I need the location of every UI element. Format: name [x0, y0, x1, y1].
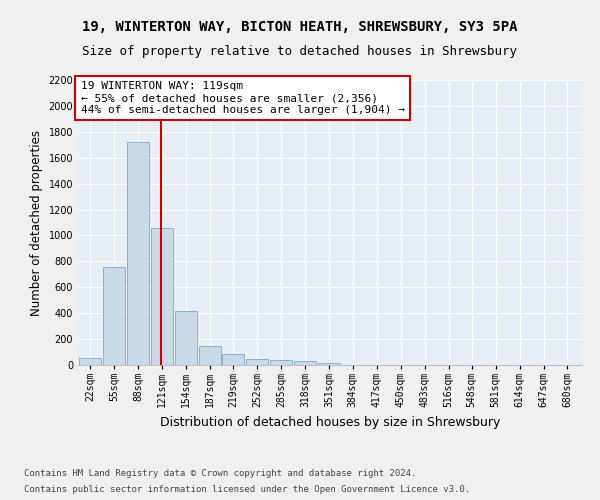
Bar [222, 354, 244, 365]
Y-axis label: Number of detached properties: Number of detached properties [30, 130, 43, 316]
Text: Contains HM Land Registry data © Crown copyright and database right 2024.: Contains HM Land Registry data © Crown c… [24, 468, 416, 477]
Bar [79, 358, 101, 365]
Bar [294, 361, 316, 365]
Bar [270, 360, 292, 365]
Text: 19, WINTERTON WAY, BICTON HEATH, SHREWSBURY, SY3 5PA: 19, WINTERTON WAY, BICTON HEATH, SHREWSB… [82, 20, 518, 34]
Bar [246, 358, 268, 365]
Bar [127, 142, 149, 365]
X-axis label: Distribution of detached houses by size in Shrewsbury: Distribution of detached houses by size … [160, 416, 500, 428]
Bar [103, 266, 125, 365]
Text: 19 WINTERTON WAY: 119sqm
← 55% of detached houses are smaller (2,356)
44% of sem: 19 WINTERTON WAY: 119sqm ← 55% of detach… [80, 82, 404, 114]
Bar [175, 311, 197, 365]
Text: Contains public sector information licensed under the Open Government Licence v3: Contains public sector information licen… [24, 485, 470, 494]
Bar [318, 363, 340, 365]
Bar [199, 346, 221, 365]
Text: Size of property relative to detached houses in Shrewsbury: Size of property relative to detached ho… [83, 45, 517, 58]
Bar [151, 228, 173, 365]
